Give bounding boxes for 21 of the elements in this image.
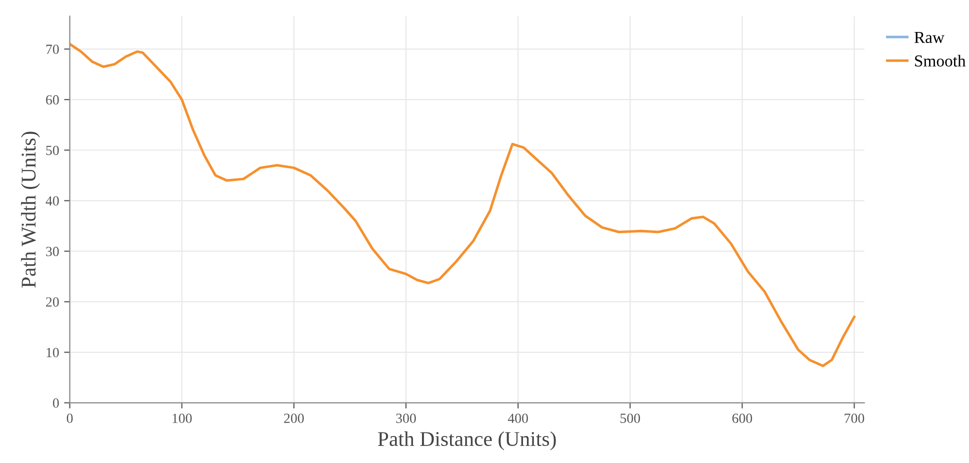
x-tick-label: 500 [620, 414, 640, 423]
line-series [70, 42, 856, 368]
y-tick-label: 60 [46, 95, 59, 105]
y-tick-label: 70 [46, 44, 59, 54]
x-tick-label: 700 [844, 414, 864, 423]
y-tick-label: 50 [46, 146, 59, 156]
x-tick-label: 100 [172, 414, 192, 423]
y-tick-label: 40 [46, 196, 59, 206]
x-tick-label: 0 [66, 414, 73, 423]
y-tick-label: 10 [46, 348, 59, 358]
x-tick-label: 200 [284, 414, 304, 423]
y-tick-label: 20 [46, 297, 59, 307]
x-tick-label: 600 [732, 414, 752, 423]
x-axis-title: Path Distance (Units) [378, 431, 556, 450]
y-tick-label: 30 [46, 246, 59, 256]
y-axis-title: Path Width (Units) [21, 132, 40, 288]
y-tick-label: 0 [52, 398, 59, 408]
x-tick-label: 400 [508, 414, 528, 423]
legend-label: Smooth [915, 54, 966, 67]
x-tick-label: 300 [396, 414, 416, 423]
legend-label: Raw [914, 32, 944, 44]
